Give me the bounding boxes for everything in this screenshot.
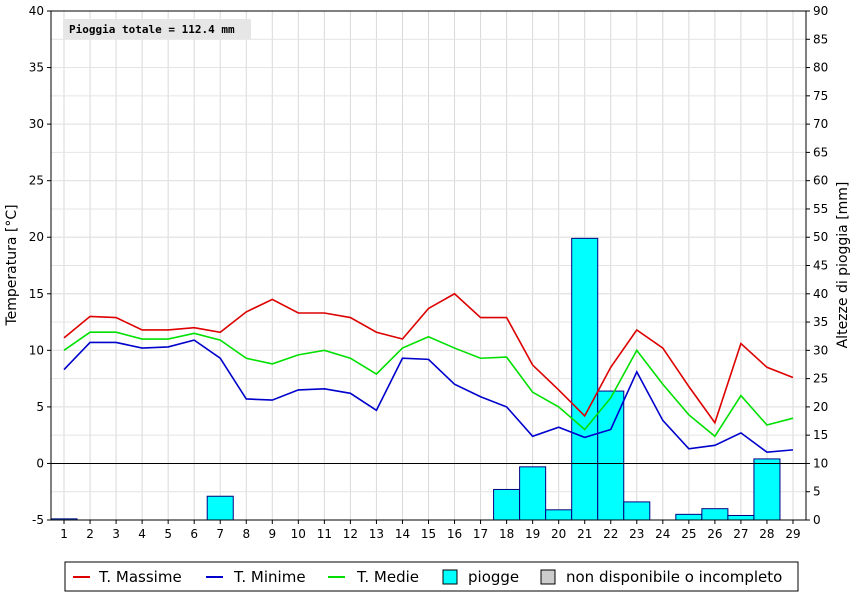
left-axis-ticks: -5 0 5 10 15 20 25 30 35 40	[29, 4, 51, 527]
rain-bar	[206, 495, 234, 521]
x-tick-label: 20	[551, 527, 566, 541]
x-tick-label: 25	[681, 527, 696, 541]
rain-bar	[571, 237, 599, 521]
series-line	[63, 292, 794, 425]
x-tick-label: 2	[86, 527, 94, 541]
x-tick-label: 9	[268, 527, 276, 541]
x-tick-label: 8	[242, 527, 250, 541]
right-tick-label: 15	[813, 428, 828, 442]
x-tick-label: 6	[190, 527, 198, 541]
x-tick-label: 14	[395, 527, 410, 541]
x-tick-label: 5	[164, 527, 172, 541]
rain-bar	[623, 501, 651, 521]
right-tick-label: 80	[813, 61, 828, 75]
legend-label: non disponibile o incompleto	[566, 568, 782, 586]
legend-label: T. Massime	[98, 568, 182, 586]
rain-bar	[597, 390, 625, 521]
rain-bar	[727, 514, 755, 521]
right-tick-label: 85	[813, 32, 828, 46]
right-tick-label: 35	[813, 315, 828, 329]
x-tick-label: 26	[707, 527, 722, 541]
x-tick-label: 24	[655, 527, 670, 541]
x-tick-label: 22	[603, 527, 618, 541]
x-tick-label: 23	[629, 527, 644, 541]
info-box-text: Pioggia totale = 112.4 mm	[69, 23, 235, 36]
right-axis-ticks: 0 5 10 15 20 25 30 35 40 45 50 55 60 65 70 75 80 85 90	[806, 4, 828, 527]
legend-item: piogge	[442, 568, 519, 586]
rain-bars	[50, 237, 781, 521]
left-axis-title: Temperatura [°C]	[4, 204, 20, 326]
legend-item: T. Minime	[206, 568, 306, 586]
left-tick-label: 40	[29, 4, 44, 18]
x-tick-label: 3	[112, 527, 120, 541]
left-tick-label: 30	[29, 117, 44, 131]
legend-item: T. Medie	[328, 568, 419, 586]
x-tick-label: 4	[138, 527, 146, 541]
x-tick-label: 7	[216, 527, 224, 541]
rain-bar	[493, 488, 521, 521]
right-tick-label: 10	[813, 456, 828, 470]
rain-bar	[675, 513, 703, 521]
x-tick-label: 15	[421, 527, 436, 541]
left-tick-label: 20	[29, 230, 44, 244]
right-tick-label: 20	[813, 400, 828, 414]
x-tick-label: 16	[447, 527, 462, 541]
left-tick-label: 0	[36, 456, 44, 470]
right-tick-label: 60	[813, 174, 828, 188]
legend-item: T. Massime	[73, 568, 182, 586]
x-tick-label: 1	[60, 527, 68, 541]
right-tick-label: 75	[813, 89, 828, 103]
legend-box-marker	[540, 569, 556, 585]
x-tick-label: 21	[577, 527, 592, 541]
legend: T. Massime T. Minime T. Medie piogge non dis…	[64, 561, 799, 592]
left-tick-label: -5	[32, 513, 44, 527]
temperature-lines	[63, 292, 794, 453]
series-line	[63, 331, 794, 438]
x-tick-label: 10	[291, 527, 306, 541]
right-axis-title: Altezze di pioggia [mm]	[835, 182, 851, 349]
legend-label: piogge	[468, 568, 519, 586]
x-tick-label: 28	[759, 527, 774, 541]
left-tick-label: 25	[29, 174, 44, 188]
legend-frame	[64, 561, 799, 592]
right-tick-label: 5	[813, 485, 821, 499]
series-line	[63, 339, 794, 453]
x-tick-label: 11	[317, 527, 332, 541]
legend-label: T. Minime	[233, 568, 306, 586]
right-tick-label: 70	[813, 117, 828, 131]
x-axis-ticks: 1 2 3 4 5 6 7 8 9 10 11 12 13 14 15 16 17 18 19 20 21 22 23 24 2…	[60, 520, 801, 541]
x-tick-label: 13	[369, 527, 384, 541]
x-tick-label: 19	[525, 527, 540, 541]
left-tick-label: 15	[29, 287, 44, 301]
x-tick-label: 12	[343, 527, 358, 541]
rain-bar	[753, 458, 781, 521]
x-tick-label: 27	[733, 527, 748, 541]
x-tick-label: 17	[473, 527, 488, 541]
legend-label: T. Medie	[356, 568, 419, 586]
left-tick-label: 35	[29, 61, 44, 75]
left-tick-label: 5	[36, 400, 44, 414]
right-tick-label: 65	[813, 145, 828, 159]
right-tick-label: 30	[813, 343, 828, 357]
legend-box-marker	[442, 569, 458, 585]
right-tick-label: 50	[813, 230, 828, 244]
right-tick-label: 55	[813, 202, 828, 216]
x-tick-label: 18	[499, 527, 514, 541]
right-tick-label: 90	[813, 4, 828, 18]
right-tick-label: 40	[813, 287, 828, 301]
left-tick-label: 10	[29, 343, 44, 357]
right-tick-label: 25	[813, 372, 828, 386]
right-tick-label: 45	[813, 259, 828, 273]
right-tick-label: 0	[813, 513, 821, 527]
rain-bar	[545, 509, 573, 521]
x-tick-label: 29	[785, 527, 800, 541]
info-box	[63, 19, 251, 39]
rain-bar	[519, 466, 547, 521]
legend-item: non disponibile o incompleto	[540, 568, 782, 586]
rain-bar	[701, 508, 729, 521]
